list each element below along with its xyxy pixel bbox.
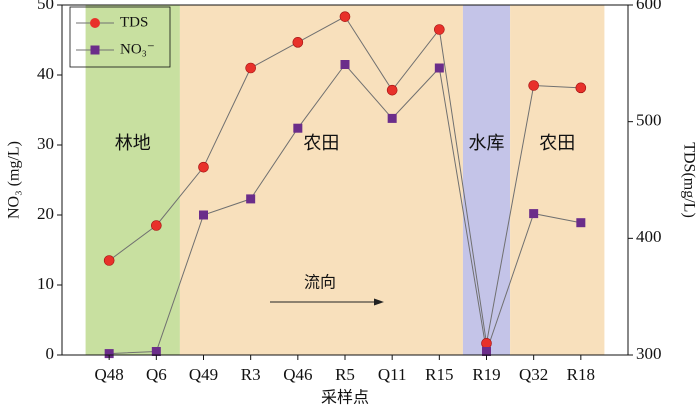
x-tick-label: Q32 [519, 365, 548, 384]
point [529, 209, 539, 219]
point [340, 60, 350, 69]
point [151, 220, 162, 231]
point [434, 24, 445, 35]
region [510, 5, 605, 355]
flow-annotation: 流向 [304, 274, 336, 292]
point [575, 82, 587, 94]
y2-tick-label: 400 [636, 227, 662, 246]
region [85, 5, 180, 355]
y2-axis-label: TDS(mg/L) [680, 142, 697, 218]
y-tick-label: 30 [37, 134, 54, 153]
x-tick-label: R19 [472, 365, 500, 384]
y-tick-label: 0 [46, 344, 55, 363]
x-tick-label: Q49 [189, 365, 218, 384]
y-tick-label: 40 [37, 64, 54, 83]
flow-arrowhead [374, 298, 384, 306]
point [198, 161, 209, 173]
legend-label: TDS [120, 14, 148, 30]
region [462, 5, 511, 355]
point [245, 62, 256, 74]
x-tick-label: Q11 [378, 365, 407, 384]
x-tick-label: R18 [567, 365, 595, 384]
point [293, 123, 303, 133]
point [387, 113, 397, 123]
legend-marker [90, 45, 100, 55]
region-label: 水库 [469, 133, 505, 153]
x-tick-label: R3 [241, 365, 261, 384]
point [103, 255, 115, 266]
legend-label: NO₃⁻ [120, 41, 155, 57]
regions: 林地 农田 水库 农田 [85, 5, 605, 355]
y2-tick-label: 500 [636, 111, 662, 130]
y2-tick-label: 300 [636, 344, 662, 363]
region-label: 农田 [539, 133, 575, 153]
y2-tick-label: 600 [636, 0, 662, 13]
plot [103, 11, 587, 359]
x-axis-label: 采样点 [321, 389, 369, 407]
point [482, 347, 491, 356]
y-tick-label: 10 [37, 274, 54, 293]
region-label: 农田 [303, 133, 339, 153]
legend-marker [90, 18, 100, 28]
x-tick-label: Q46 [283, 365, 312, 384]
region-label: 林地 [115, 133, 151, 153]
x-tick-label: Q48 [95, 365, 124, 384]
x-tick-label: R15 [425, 365, 453, 384]
legend-box [69, 6, 171, 68]
point [434, 63, 444, 73]
point [246, 194, 256, 204]
region [179, 5, 463, 355]
point [386, 84, 398, 96]
point [528, 80, 539, 91]
point [199, 210, 208, 220]
x-tick-label: R5 [335, 365, 355, 384]
y-axis-label: NO₃ (mg/L) [6, 141, 23, 219]
point [481, 338, 492, 349]
point [576, 218, 586, 228]
y-tick-label: 20 [37, 204, 54, 223]
point [292, 37, 304, 48]
x-tick-label: Q6 [146, 365, 167, 384]
point [339, 11, 351, 22]
point [151, 347, 161, 356]
plot-frame [61, 4, 629, 356]
y-tick-label: 50 [37, 0, 54, 13]
point [104, 349, 114, 359]
